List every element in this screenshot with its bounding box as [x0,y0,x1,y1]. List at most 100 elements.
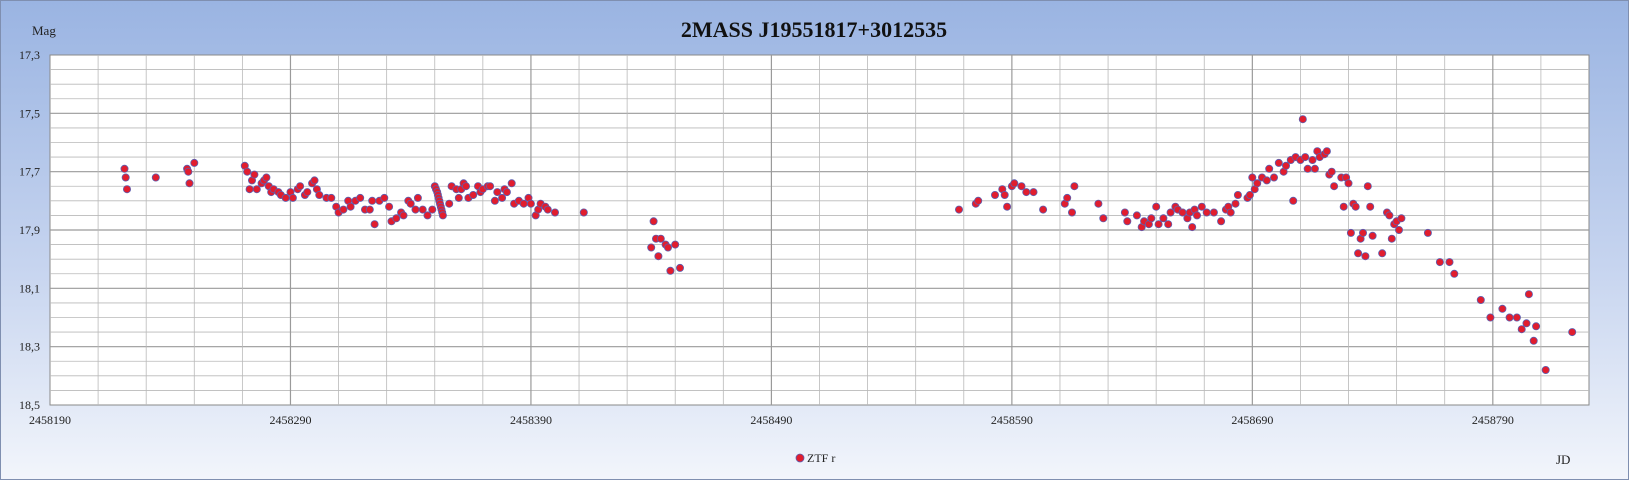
data-point [339,205,348,214]
data-point [1498,304,1507,313]
y-tick-label: 18,3 [19,340,40,354]
y-tick-label: 17,5 [19,106,40,120]
data-point [392,214,401,223]
data-point [370,220,379,229]
data-point [411,205,420,214]
data-point [1512,313,1521,322]
data-point [151,173,160,182]
data-point [1063,193,1072,202]
data-point [1022,188,1031,197]
data-point [315,190,324,199]
data-point [1289,196,1298,205]
data-point [1366,202,1375,211]
data-point [469,190,478,199]
data-point [1202,208,1211,217]
data-point [1568,328,1577,337]
data-point [243,167,252,176]
data-point [1262,176,1271,185]
data-point [1003,202,1012,211]
data-point [1368,231,1377,240]
data-point [1397,214,1406,223]
data-point [1298,115,1307,124]
y-tick-label: 18,1 [19,281,40,295]
data-point [1351,202,1360,211]
data-point [1123,217,1132,226]
legend: ZTF r [795,451,835,465]
data-point [1330,182,1339,191]
x-tick-label: 2458590 [991,413,1033,427]
data-point [365,205,374,214]
data-point [676,263,685,272]
data-point [1395,225,1404,234]
data-point [399,211,408,220]
data-point [1282,161,1291,170]
data-point [1450,269,1459,278]
x-tick-label: 2458490 [750,413,792,427]
data-point [418,205,427,214]
data-point [120,164,129,173]
data-point [1147,214,1156,223]
data-point [445,199,454,208]
data-point [551,208,560,217]
data-point [1217,217,1226,226]
x-tick-label: 2458290 [269,413,311,427]
data-point [1541,365,1550,374]
data-point [245,185,254,194]
data-points [120,115,1577,374]
data-point [654,252,663,261]
data-point [647,243,656,252]
data-point [1226,208,1235,217]
data-point [955,205,964,214]
data-point [288,193,297,202]
data-point [1505,313,1514,322]
data-point [185,179,194,188]
data-point [310,176,319,185]
data-point [1344,179,1353,188]
data-point [974,196,983,205]
data-point [656,234,665,243]
data-point [1354,249,1363,258]
x-axis-label: JD [1556,452,1570,467]
data-point [490,196,499,205]
data-point [121,173,130,182]
data-point [1166,208,1175,217]
data-point [1532,322,1541,331]
data-point [1070,182,1079,191]
data-point [649,217,658,226]
data-point [190,158,199,167]
data-point [507,179,516,188]
data-point [123,185,132,194]
data-point [454,193,463,202]
data-point [428,205,437,214]
data-point [1248,173,1257,182]
x-tick-label: 2458390 [510,413,552,427]
data-point [1445,258,1454,267]
data-point [1120,208,1129,217]
data-point [1029,188,1038,197]
data-point [1346,228,1355,237]
data-point [543,205,552,214]
data-point [380,193,389,202]
data-point [368,196,377,205]
data-point [461,182,470,191]
data-point [1378,249,1387,258]
data-point [493,188,502,197]
data-point [1265,164,1274,173]
data-point [250,170,259,179]
data-point [1308,155,1317,164]
data-point [1310,164,1319,173]
data-point [1387,234,1396,243]
data-point [1522,319,1531,328]
data-point [579,208,588,217]
y-tick-label: 17,3 [19,48,40,62]
data-point [1193,211,1202,220]
data-point [413,193,422,202]
data-point [1000,190,1009,199]
data-point [1270,173,1279,182]
data-point [303,188,312,197]
data-point [1517,325,1526,334]
data-point [1068,208,1077,217]
data-point [262,173,271,182]
